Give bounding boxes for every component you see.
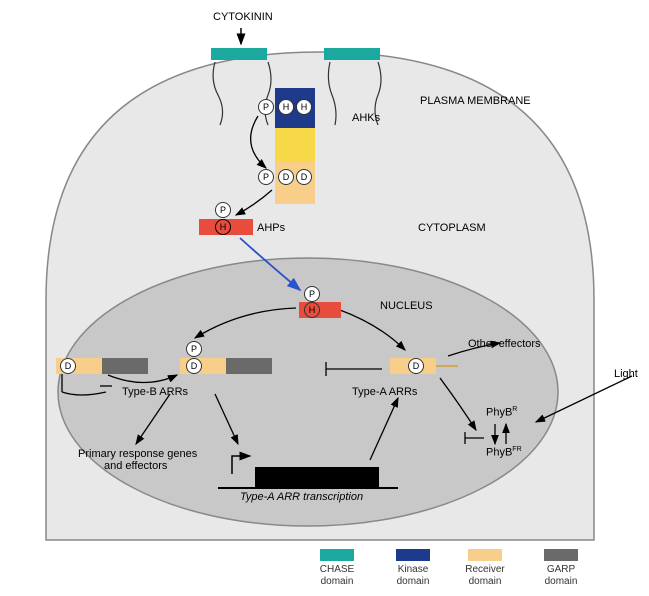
- typeb-arrs-label: Type-B ARRs: [122, 386, 188, 398]
- legend-kinase-1: Kinase: [388, 564, 438, 575]
- p-badge-4: P: [304, 286, 320, 302]
- plasma-membrane-label: PLASMA MEMBRANE: [420, 95, 531, 107]
- phybr-label: PhyBR: [486, 406, 517, 419]
- ahks-label: AHKs: [352, 112, 380, 124]
- chase-receptor-right: [324, 48, 380, 60]
- legend-chase-1: CHASE: [312, 564, 362, 575]
- h-badge-3: H: [215, 219, 231, 235]
- p-badge-2: P: [258, 169, 274, 185]
- other-effectors-label: Other effectors: [468, 338, 541, 350]
- typea-transcription-label: Type-A ARR transcription: [240, 491, 363, 503]
- legend-garp-2: domain: [536, 576, 586, 587]
- primary-response-label-1: Primary response genes: [78, 448, 197, 460]
- d-badge-2: D: [296, 169, 312, 185]
- typeb-garp-1: [102, 358, 148, 374]
- phybfr-label: PhyBFR: [486, 446, 522, 459]
- legend-chase-box: [320, 549, 354, 561]
- legend-garp-1: GARP: [536, 564, 586, 575]
- d-badge-4: D: [186, 358, 202, 374]
- p-badge-5: P: [186, 341, 202, 357]
- typeb-garp-2: [226, 358, 272, 374]
- typea-arrs-label: Type-A ARRs: [352, 386, 417, 398]
- d-badge-3: D: [60, 358, 76, 374]
- d-badge-5: D: [408, 358, 424, 374]
- typea-tail: [436, 365, 458, 367]
- light-label: Light: [614, 368, 638, 380]
- nucleus-label: NUCLEUS: [380, 300, 433, 312]
- legend-kinase-2: domain: [388, 576, 438, 587]
- legend-receiver-box: [468, 549, 502, 561]
- p-badge-3: P: [215, 202, 231, 218]
- d-badge-1: D: [278, 169, 294, 185]
- p-badge-1: P: [258, 99, 274, 115]
- legend-receiver-1: Receiver: [460, 564, 510, 575]
- transcription-line: [218, 487, 398, 489]
- transcription-block: [255, 467, 379, 487]
- h-badge-2: H: [296, 99, 312, 115]
- chase-receptor-left: [211, 48, 267, 60]
- legend-kinase-box: [396, 549, 430, 561]
- legend-chase-2: domain: [312, 576, 362, 587]
- h-badge-4: H: [304, 302, 320, 318]
- cytokinin-label: CYTOKININ: [213, 11, 273, 23]
- primary-response-label-2: and effectors: [104, 460, 167, 472]
- cytoplasm-label: CYTOPLASM: [418, 222, 486, 234]
- h-badge-1: H: [278, 99, 294, 115]
- yellow-block: [275, 128, 315, 162]
- ahps-label: AHPs: [257, 222, 285, 234]
- cell-membrane: [0, 0, 649, 596]
- legend-garp-box: [544, 549, 578, 561]
- legend-receiver-2: domain: [460, 576, 510, 587]
